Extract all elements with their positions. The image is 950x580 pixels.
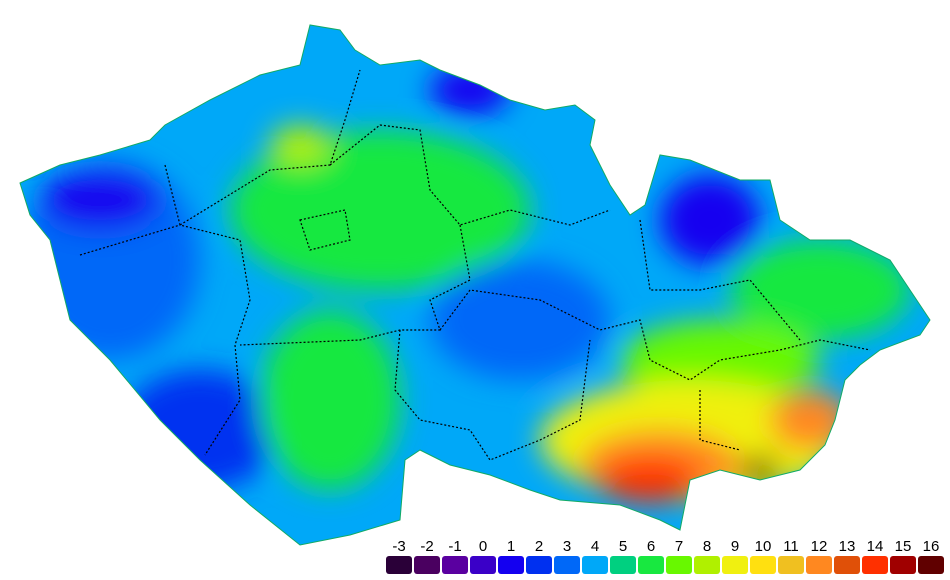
legend-item: 9: [721, 538, 749, 574]
legend-swatch: [386, 556, 412, 574]
legend-item: 13: [833, 538, 861, 574]
central-warm-region: [230, 130, 530, 290]
legend-item: -3: [385, 538, 413, 574]
legend-swatch: [778, 556, 804, 574]
legend-item: 11: [777, 538, 805, 574]
legend-item: -2: [413, 538, 441, 574]
legend-label: 12: [810, 538, 828, 555]
legend-label: 15: [894, 538, 912, 555]
legend-label: 14: [866, 538, 884, 555]
legend-label: 4: [590, 538, 600, 555]
legend-label: 3: [562, 538, 572, 555]
color-legend: -3 -2 -1 0 1 2 3 4 5 6 7 8 9 10 11 12 13 14 15 16: [385, 538, 945, 574]
legend-item: 6: [637, 538, 665, 574]
legend-label: 16: [922, 538, 940, 555]
legend-item: 14: [861, 538, 889, 574]
legend-swatch: [498, 556, 524, 574]
legend-item: 7: [665, 538, 693, 574]
legend-swatch: [750, 556, 776, 574]
legend-item: 12: [805, 538, 833, 574]
legend-item: 8: [693, 538, 721, 574]
legend-label: 6: [646, 538, 656, 555]
legend-label: 1: [506, 538, 516, 555]
legend-swatch: [862, 556, 888, 574]
legend-item: 3: [553, 538, 581, 574]
legend-label: 9: [730, 538, 740, 555]
legend-swatch: [526, 556, 552, 574]
legend-item: 2: [525, 538, 553, 574]
legend-label: -3: [392, 538, 406, 555]
legend-swatch: [554, 556, 580, 574]
legend-swatch: [638, 556, 664, 574]
legend-swatch: [666, 556, 692, 574]
legend-swatch: [806, 556, 832, 574]
legend-label: -1: [448, 538, 462, 555]
legend-item: 4: [581, 538, 609, 574]
sw-mountains: [120, 370, 280, 490]
legend-item: 10: [749, 538, 777, 574]
legend-item: -1: [441, 538, 469, 574]
legend-item: 5: [609, 538, 637, 574]
legend-item: 0: [469, 538, 497, 574]
legend-swatch: [722, 556, 748, 574]
region-borders: [79, 69, 871, 461]
legend-swatch: [890, 556, 916, 574]
legend-label: -2: [420, 538, 434, 555]
legend-label: 11: [783, 538, 799, 555]
legend-swatch: [918, 556, 944, 574]
legend-label: 7: [674, 538, 684, 555]
legend-item: 15: [889, 538, 917, 574]
legend-label: 8: [702, 538, 712, 555]
legend-label: 5: [618, 538, 628, 555]
legend-item: 1: [497, 538, 525, 574]
legend-swatch: [414, 556, 440, 574]
legend-swatch: [610, 556, 636, 574]
legend-label: 0: [478, 538, 488, 555]
legend-swatch: [470, 556, 496, 574]
legend-swatch: [694, 556, 720, 574]
legend-label: 10: [754, 538, 772, 555]
legend-label: 2: [534, 538, 544, 555]
legend-swatch: [834, 556, 860, 574]
legend-swatch: [582, 556, 608, 574]
legend-item: 16: [917, 538, 945, 574]
legend-swatch: [442, 556, 468, 574]
legend-label: 13: [838, 538, 856, 555]
